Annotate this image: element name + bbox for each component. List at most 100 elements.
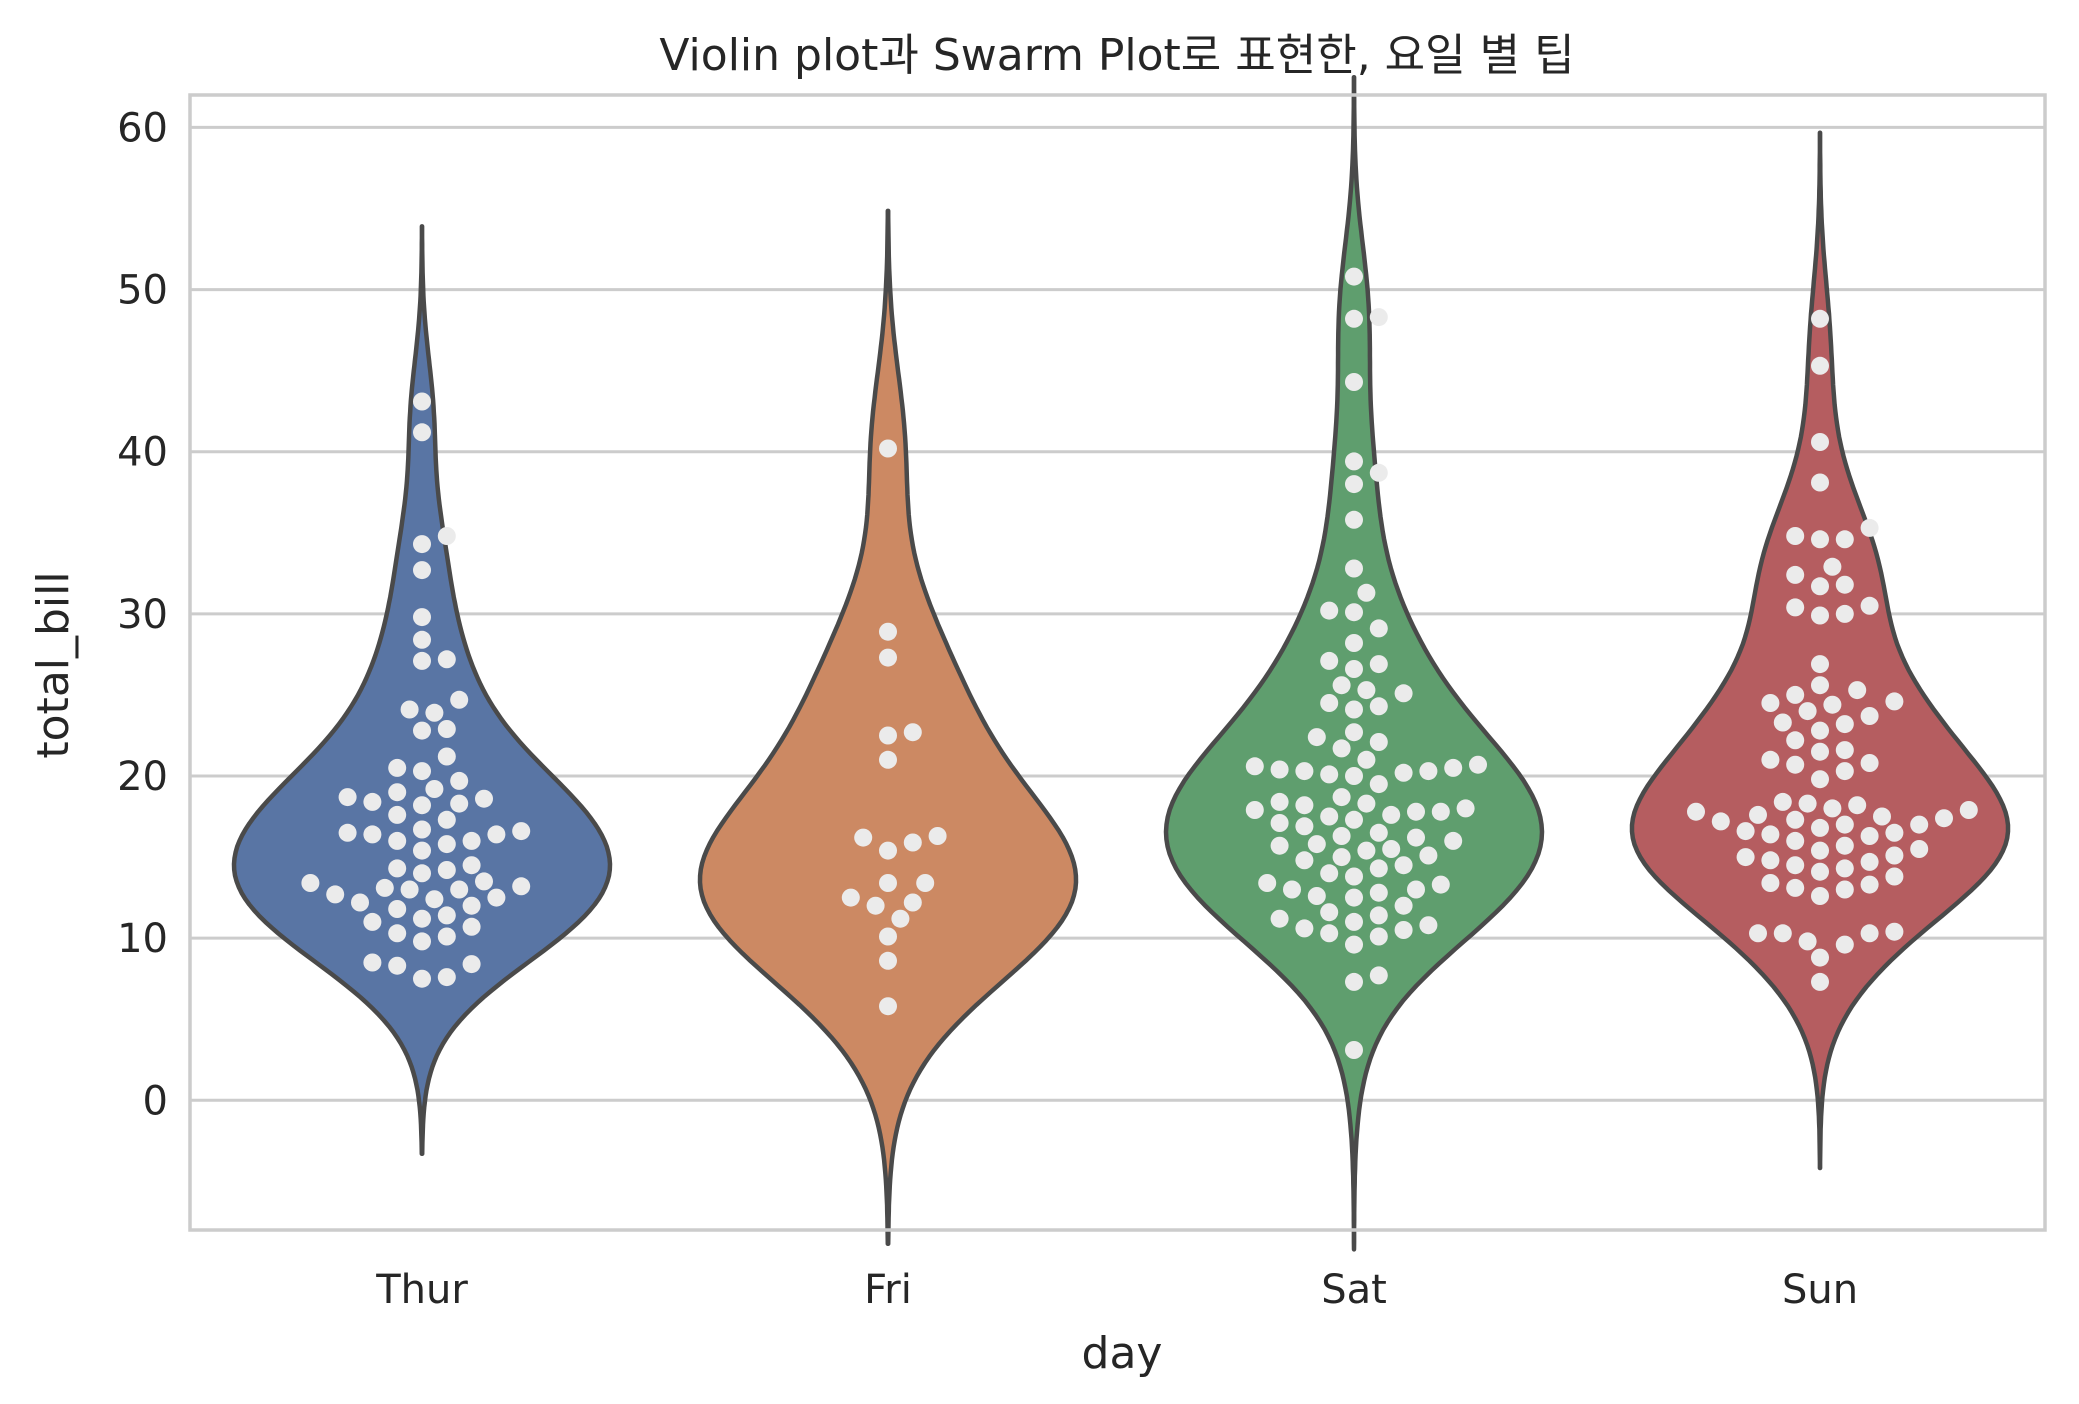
x-tick-label: Sun bbox=[1782, 1267, 1858, 1313]
swarm-point-fri bbox=[854, 828, 873, 847]
swarm-point-thur bbox=[413, 535, 431, 554]
y-tick-label: 0 bbox=[143, 1078, 168, 1124]
swarm-point-sun bbox=[1811, 473, 1829, 492]
swarm-point-sun bbox=[1910, 840, 1929, 858]
swarm-point-sun bbox=[1811, 862, 1829, 881]
swarm-point-sun bbox=[1935, 809, 1953, 828]
swarm-point-sat bbox=[1320, 601, 1339, 620]
swarm-point-thur bbox=[462, 896, 481, 915]
swarm-point-sun bbox=[1811, 577, 1829, 596]
swarm-point-thur bbox=[388, 831, 407, 850]
swarm-point-sun bbox=[1811, 841, 1829, 860]
swarm-point-thur bbox=[363, 912, 382, 931]
swarm-point-sat bbox=[1320, 694, 1339, 712]
swarm-point-thur bbox=[437, 720, 456, 738]
y-tick-label: 50 bbox=[117, 268, 168, 314]
swarm-point-sun bbox=[1835, 715, 1854, 734]
swarm-point-sat bbox=[1407, 802, 1425, 821]
swarm-point-fri bbox=[879, 841, 897, 860]
swarm-point-fri bbox=[879, 874, 897, 892]
swarm-point-sat bbox=[1369, 308, 1388, 327]
swarm-point-sat bbox=[1332, 739, 1351, 758]
swarm-point-sun bbox=[1811, 972, 1829, 991]
swarm-point-thur bbox=[413, 820, 431, 839]
swarm-point-sun bbox=[1860, 707, 1879, 725]
swarm-point-thur bbox=[437, 810, 456, 829]
swarm-point-sat bbox=[1270, 814, 1289, 832]
y-tick-label: 20 bbox=[117, 754, 168, 800]
swarm-point-sun bbox=[1885, 692, 1904, 711]
x-tick-label: Fri bbox=[864, 1267, 912, 1313]
swarm-point-sat bbox=[1345, 767, 1363, 785]
swarm-point-sun bbox=[1786, 565, 1805, 584]
swarm-point-sun bbox=[1811, 676, 1829, 695]
swarm-point-sun bbox=[1798, 794, 1817, 813]
swarm-point-sun bbox=[1761, 694, 1780, 712]
violin-sun bbox=[1629, 130, 2011, 1171]
swarm-point-sun bbox=[1835, 836, 1854, 855]
swarm-point-sat bbox=[1345, 634, 1363, 652]
y-tick-label: 40 bbox=[117, 430, 168, 476]
swarm-point-sat bbox=[1469, 755, 1487, 774]
swarm-point-sun bbox=[1835, 530, 1854, 549]
swarm-point-sun bbox=[1798, 932, 1817, 951]
swarm-point-thur bbox=[413, 721, 431, 740]
swarm-point-thur bbox=[512, 877, 531, 896]
swarm-point-thur bbox=[450, 880, 469, 899]
x-tick-label: Sat bbox=[1321, 1267, 1387, 1313]
swarm-point-fri bbox=[916, 874, 935, 892]
x-tick-labels: Thur Fri Sat Sun bbox=[375, 1267, 1858, 1313]
swarm-point-sun bbox=[1736, 848, 1755, 867]
swarm-point-sat bbox=[1357, 794, 1376, 813]
swarm-point-sat bbox=[1245, 757, 1264, 776]
swarm-point-sat bbox=[1357, 681, 1376, 700]
swarm-point-sat bbox=[1369, 906, 1388, 925]
swarm-point-sat bbox=[1345, 309, 1363, 328]
swarm-point-thur bbox=[363, 953, 382, 972]
swarm-point-fri bbox=[879, 951, 897, 970]
swarm-point-sun bbox=[1848, 681, 1867, 700]
swarm-point-thur bbox=[512, 822, 531, 841]
x-tick-label: Thur bbox=[375, 1267, 468, 1313]
swarm-point-sun bbox=[1811, 655, 1829, 674]
swarm-point-fri bbox=[903, 833, 922, 852]
swarm-point-sat bbox=[1320, 903, 1339, 922]
swarm-point-sun bbox=[1823, 557, 1842, 576]
swarm-point-sun bbox=[1835, 815, 1854, 834]
swarm-point-sun bbox=[1811, 887, 1829, 905]
y-tick-labels: 0 10 20 30 40 50 60 bbox=[117, 105, 168, 1124]
x-axis-title: day bbox=[1082, 1328, 1163, 1379]
swarm-point-thur bbox=[437, 747, 456, 766]
y-tick-label: 10 bbox=[117, 916, 168, 962]
swarm-point-sun bbox=[1786, 598, 1805, 617]
swarm-point-thur bbox=[338, 788, 357, 807]
swarm-point-sat bbox=[1270, 836, 1289, 855]
swarm-point-sat bbox=[1295, 762, 1314, 781]
swarm-point-sat bbox=[1345, 972, 1363, 991]
swarm-point-sun bbox=[1910, 815, 1929, 834]
swarm-point-sat bbox=[1369, 463, 1388, 482]
swarm-point-thur bbox=[450, 690, 469, 709]
swarm-point-sat bbox=[1382, 805, 1401, 824]
swarm-point-sat bbox=[1407, 828, 1425, 847]
swarm-point-sat bbox=[1295, 919, 1314, 938]
swarm-point-sun bbox=[1773, 924, 1792, 943]
swarm-point-sun bbox=[1687, 802, 1705, 821]
violins bbox=[231, 74, 2011, 1252]
swarm-point-sat bbox=[1320, 864, 1339, 883]
swarm-point-thur bbox=[388, 859, 407, 878]
swarm-point-sat bbox=[1320, 651, 1339, 670]
swarm-point-thur bbox=[437, 906, 456, 925]
swarm-point-sat bbox=[1357, 583, 1376, 602]
swarm-point-thur bbox=[462, 955, 481, 974]
swarm-point-sun bbox=[1848, 796, 1867, 815]
swarm-point-thur bbox=[363, 792, 382, 811]
swarm-point-sun bbox=[1749, 924, 1767, 943]
swarm-point-sat bbox=[1369, 655, 1388, 674]
swarm-point-fri bbox=[879, 997, 897, 1016]
swarm-point-sun bbox=[1786, 685, 1805, 704]
swarm-point-sat bbox=[1345, 723, 1363, 742]
swarm-point-sat bbox=[1394, 896, 1413, 915]
swarm-point-sun bbox=[1860, 852, 1879, 871]
